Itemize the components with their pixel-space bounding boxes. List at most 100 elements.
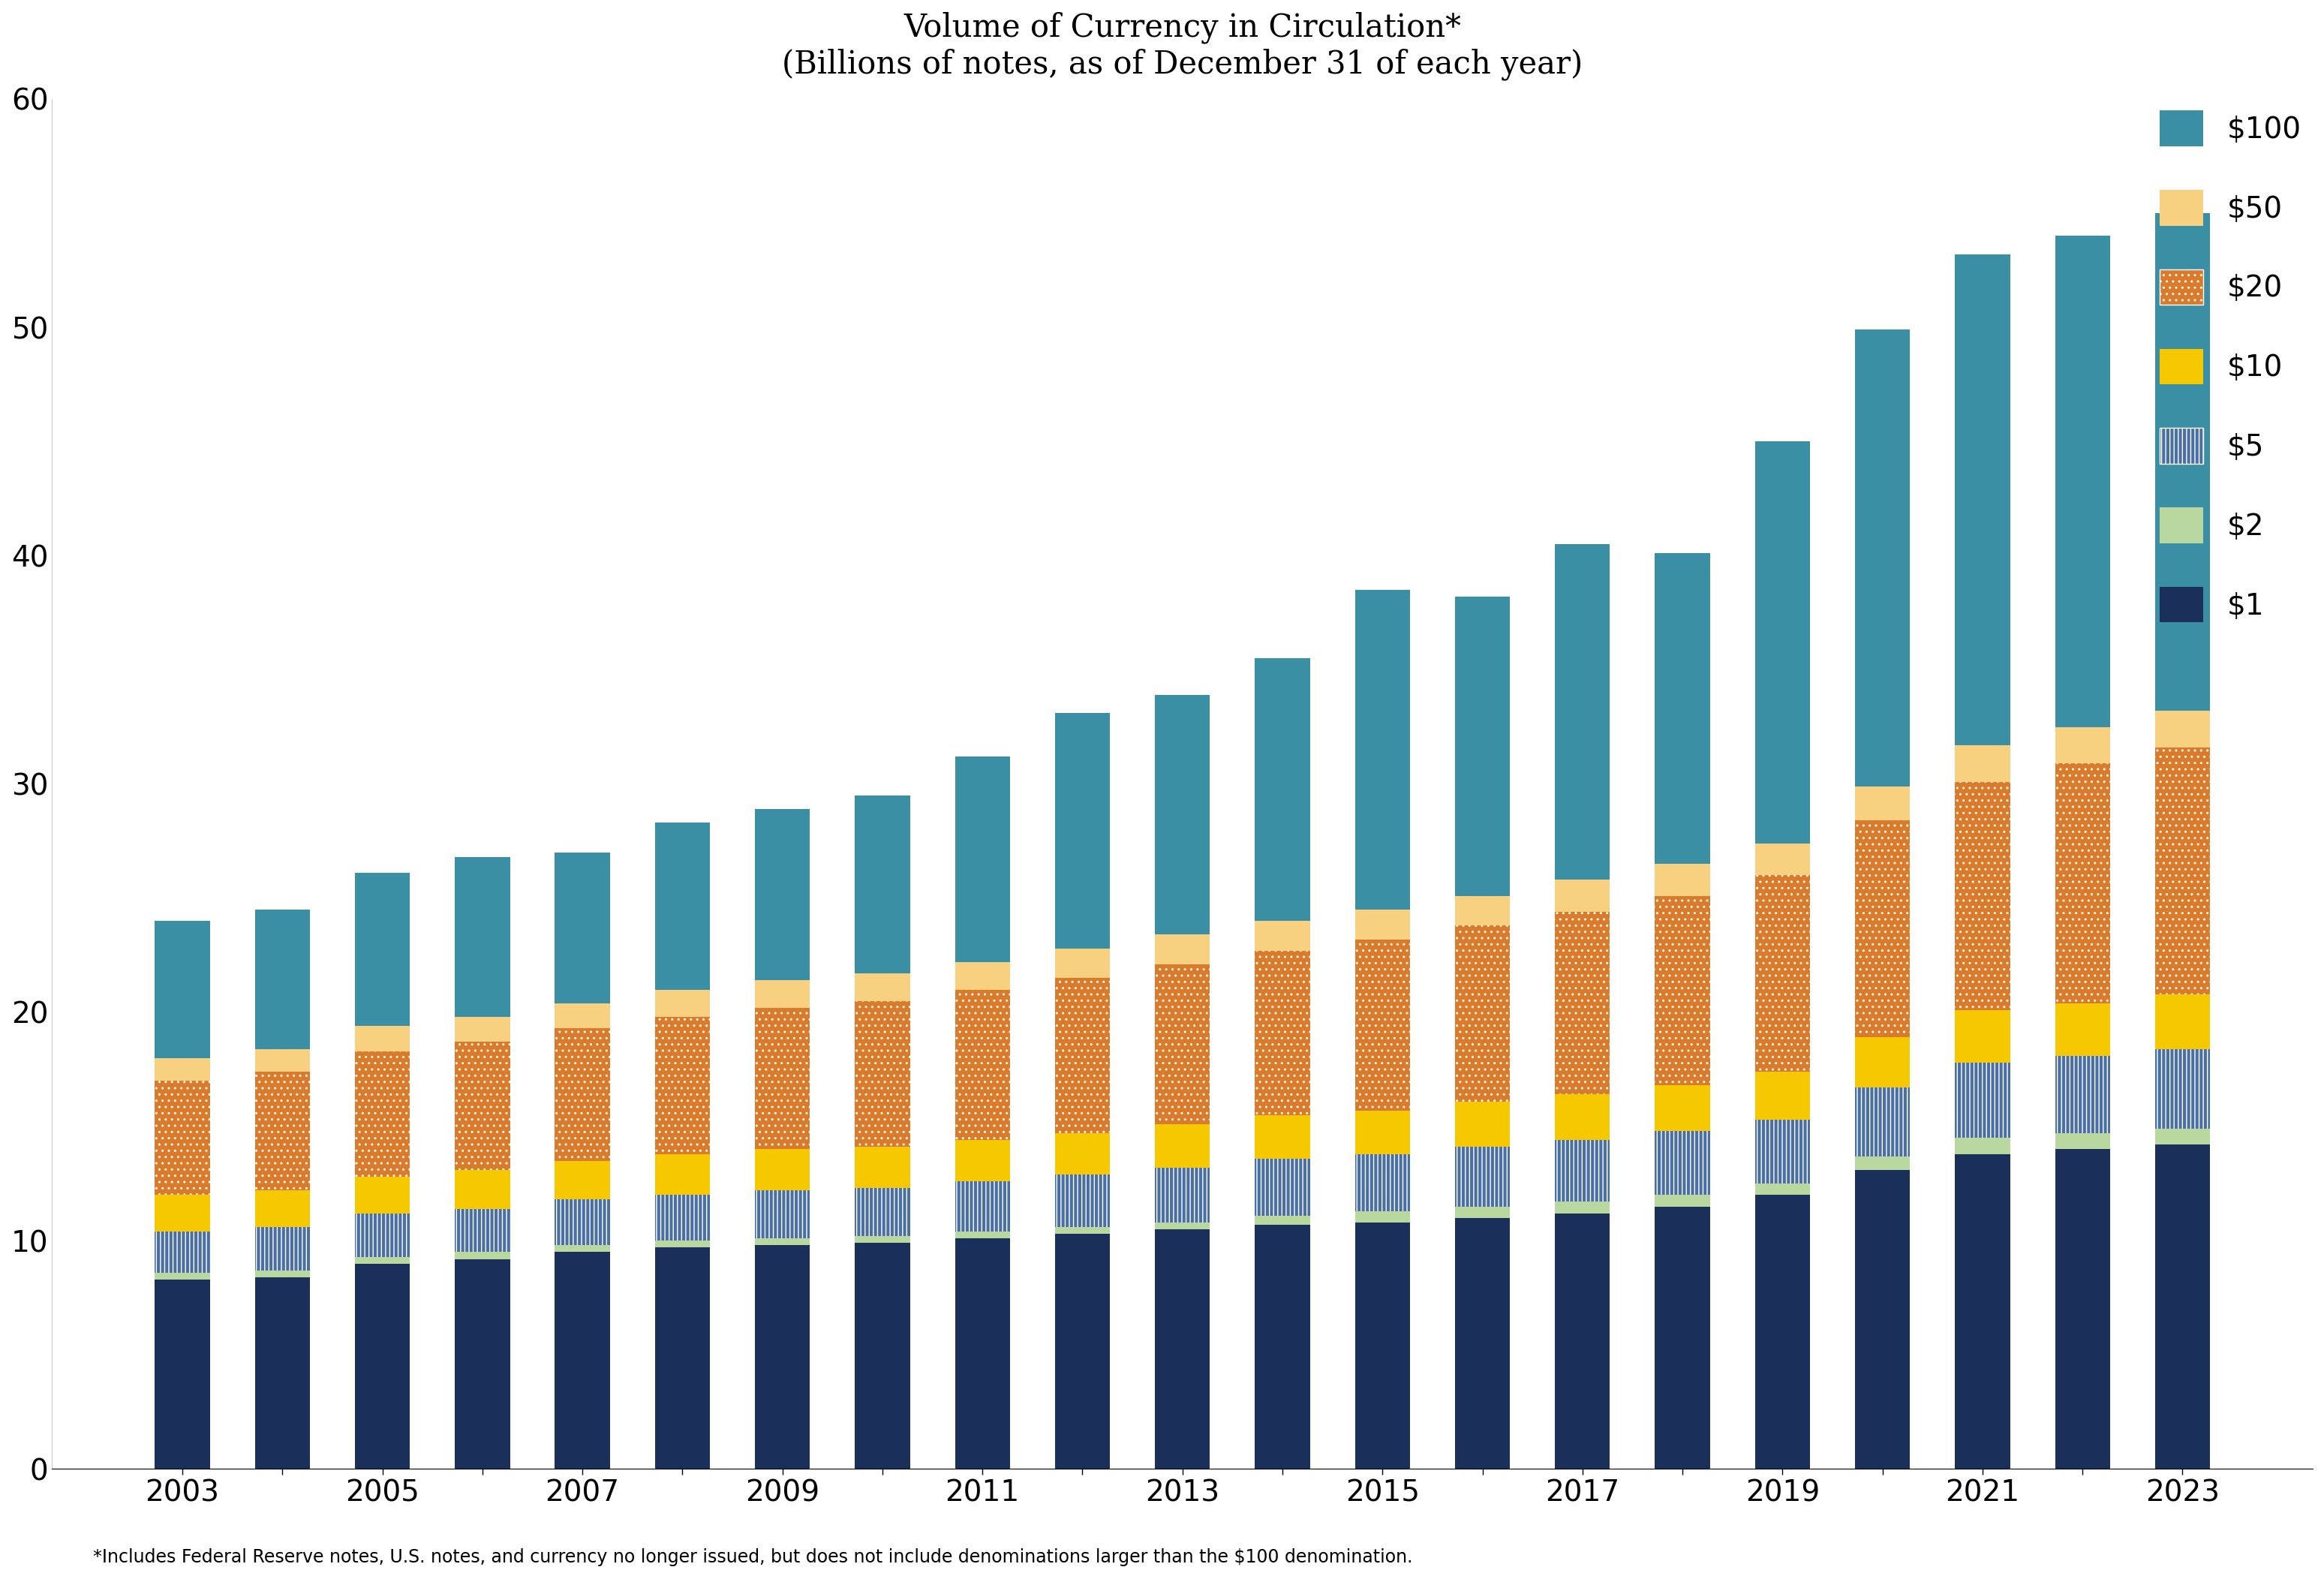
Bar — [2054, 764, 2110, 1003]
Bar — [156, 1231, 209, 1272]
Bar — [1455, 895, 1511, 925]
Bar — [1155, 965, 1211, 1125]
Bar — [2054, 726, 2110, 764]
Bar — [1855, 1088, 1910, 1156]
Bar — [2054, 236, 2110, 726]
Legend: $100, $50, $20, $10, $5, $2, $1: $100, $50, $20, $10, $5, $2, $1 — [2147, 100, 2312, 634]
Bar — [456, 857, 509, 1017]
Bar — [1155, 1223, 1211, 1229]
Bar — [356, 1177, 409, 1213]
Bar — [256, 1049, 309, 1071]
Bar — [1555, 1141, 1611, 1202]
Bar — [755, 1239, 811, 1245]
Bar — [2154, 214, 2210, 710]
Bar — [456, 1259, 509, 1470]
Bar — [1055, 1228, 1111, 1234]
Bar — [1555, 1213, 1611, 1470]
Bar — [2154, 993, 2210, 1049]
Bar — [1355, 1210, 1411, 1223]
Bar — [1355, 1223, 1411, 1470]
Bar — [456, 1171, 509, 1209]
Bar — [555, 1245, 609, 1251]
Bar — [1355, 1111, 1411, 1153]
Bar — [256, 1277, 309, 1470]
Bar — [256, 1228, 309, 1270]
Bar — [1655, 1194, 1710, 1207]
Bar — [755, 1150, 811, 1190]
Bar — [356, 1256, 409, 1264]
Bar — [1855, 1156, 1910, 1171]
Bar — [2154, 710, 2210, 747]
Bar — [1155, 1125, 1211, 1168]
Bar — [1555, 880, 1611, 911]
Bar — [1755, 1194, 1810, 1470]
Bar — [1455, 1218, 1511, 1470]
Bar — [955, 1239, 1011, 1470]
Bar — [1855, 1038, 1910, 1088]
Bar — [1755, 843, 1810, 875]
Bar — [1655, 1207, 1710, 1470]
Bar — [256, 1190, 309, 1228]
Bar — [456, 1209, 509, 1251]
Bar — [655, 1017, 709, 1153]
Bar — [855, 1243, 911, 1470]
Bar — [1455, 1207, 1511, 1218]
Bar — [1255, 951, 1311, 1115]
Bar — [1555, 1095, 1611, 1141]
Bar — [855, 973, 911, 1001]
Bar — [456, 1043, 509, 1171]
Bar — [156, 1058, 209, 1081]
Bar — [156, 1272, 209, 1280]
Bar — [1655, 864, 1710, 895]
Bar — [655, 1153, 709, 1194]
Bar — [955, 1182, 1011, 1231]
Bar — [1855, 1171, 1910, 1470]
Bar — [2054, 1150, 2110, 1470]
Bar — [1455, 1101, 1511, 1147]
Bar — [1055, 713, 1111, 948]
Bar — [156, 1280, 209, 1470]
Bar — [655, 1194, 709, 1240]
Bar — [256, 1071, 309, 1190]
Bar — [1855, 821, 1910, 1038]
Bar — [955, 962, 1011, 989]
Bar — [655, 1248, 709, 1470]
Bar — [1954, 255, 2010, 745]
Bar — [256, 1270, 309, 1277]
Bar — [1755, 441, 1810, 843]
Bar — [456, 1251, 509, 1259]
Bar — [755, 981, 811, 1008]
Bar — [555, 1161, 609, 1199]
Bar — [555, 853, 609, 1003]
Bar — [855, 1188, 911, 1236]
Bar — [356, 873, 409, 1027]
Bar — [1954, 1153, 2010, 1470]
Bar — [555, 1199, 609, 1245]
Bar — [1055, 1174, 1111, 1228]
Bar — [1954, 782, 2010, 1009]
Bar — [356, 1027, 409, 1050]
Bar — [356, 1050, 409, 1177]
Bar — [1255, 1158, 1311, 1215]
Bar — [2154, 747, 2210, 993]
Bar — [1155, 935, 1211, 965]
Bar — [1255, 1215, 1311, 1224]
Bar — [1355, 1153, 1411, 1210]
Bar — [256, 910, 309, 1049]
Bar — [1655, 554, 1710, 864]
Bar — [555, 1251, 609, 1470]
Title: Volume of Currency in Circulation*
(Billions of notes, as of December 31 of each: Volume of Currency in Circulation* (Bill… — [781, 11, 1583, 81]
Bar — [156, 1194, 209, 1231]
Bar — [1255, 658, 1311, 921]
Bar — [655, 823, 709, 989]
Bar — [1355, 910, 1411, 940]
Bar — [1755, 875, 1810, 1071]
Bar — [755, 808, 811, 981]
Bar — [655, 989, 709, 1017]
Bar — [1255, 1115, 1311, 1158]
Bar — [1555, 911, 1611, 1095]
Bar — [1755, 1120, 1810, 1183]
Text: *Includes Federal Reserve notes, U.S. notes, and currency no longer issued, but : *Includes Federal Reserve notes, U.S. no… — [93, 1549, 1413, 1566]
Bar — [855, 796, 911, 973]
Bar — [1755, 1183, 1810, 1194]
